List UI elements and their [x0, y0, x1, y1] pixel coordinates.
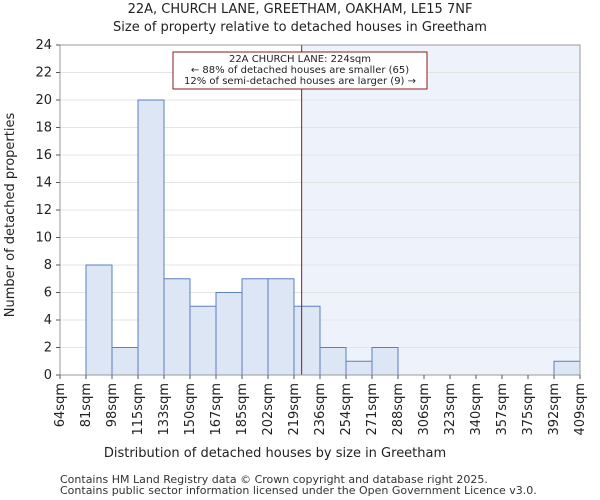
x-axis-label: Distribution of detached houses by size …: [104, 446, 446, 461]
annotation-line-2: ← 88% of detached houses are smaller (65…: [191, 65, 409, 76]
x-tick-label: 81sqm: [79, 383, 94, 427]
bar-202sqm: [267, 278, 295, 376]
y-tick-label: 0: [44, 368, 52, 383]
y-axis-label: Number of detached properties: [3, 113, 18, 318]
y-tick-label: 4: [44, 313, 52, 328]
bar-271sqm: [371, 347, 399, 376]
chart-title: 22A, CHURCH LANE, GREETHAM, OAKHAM, LE15…: [128, 2, 473, 17]
bar-150sqm: [189, 305, 217, 376]
x-tick-label: 167sqm: [209, 383, 224, 436]
bar-254sqm: [345, 360, 373, 376]
footer-licence: Contains public sector information licen…: [60, 484, 537, 497]
y-tick-label: 20: [35, 93, 52, 108]
annotation-box: 22A CHURCH LANE: 224sqm ← 88% of detache…: [172, 51, 428, 90]
x-tick-label: 340sqm: [469, 383, 484, 436]
bar-115sqm: [137, 99, 165, 376]
y-tick-label: 14: [35, 176, 52, 191]
x-tick-label: 271sqm: [365, 383, 380, 436]
x-tick-label: 288sqm: [391, 383, 406, 436]
x-tick-label: 202sqm: [261, 383, 276, 436]
plot-area: [59, 44, 581, 376]
bar-219sqm: [293, 305, 321, 376]
x-tick-label: 409sqm: [573, 383, 588, 436]
y-tick-label: 16: [35, 148, 52, 163]
y-tick-label: 10: [35, 231, 52, 246]
y-tick-label: 8: [44, 258, 52, 273]
bar-185sqm: [241, 278, 269, 376]
y-tick-label: 12: [35, 203, 52, 218]
x-tick-label: 150sqm: [183, 383, 198, 436]
bar-98sqm: [111, 347, 139, 376]
x-axis-ticks: 64sqm 81sqm 98sqm 115sqm 133sqm 150sqm 167sqm 1…: [53, 375, 588, 436]
x-tick-label: 392sqm: [547, 383, 562, 436]
x-tick-label: 375sqm: [521, 383, 536, 436]
x-tick-label: 185sqm: [235, 383, 250, 436]
x-tick-label: 357sqm: [495, 383, 510, 436]
x-tick-label: 98sqm: [105, 383, 120, 427]
annotation-line-3: 12% of semi-detached houses are larger (…: [184, 76, 416, 87]
bar-133sqm: [163, 278, 191, 376]
x-tick-label: 219sqm: [287, 383, 302, 436]
y-tick-label: 24: [35, 38, 52, 53]
chart-subtitle: Size of property relative to detached ho…: [113, 20, 487, 35]
annotation-line-1: 22A CHURCH LANE: 224sqm: [229, 54, 371, 65]
annotation-border: [172, 51, 428, 90]
x-tick-label: 254sqm: [339, 383, 354, 436]
x-tick-label: 133sqm: [157, 383, 172, 436]
x-tick-label: 236sqm: [313, 383, 328, 436]
bar-167sqm: [215, 292, 243, 376]
bar-81sqm: [85, 264, 113, 376]
footer-copyright: Contains HM Land Registry data © Crown c…: [60, 473, 488, 486]
bar-236sqm: [319, 347, 347, 376]
x-tick-label: 323sqm: [443, 383, 458, 436]
x-tick-label: 64sqm: [53, 383, 68, 427]
x-tick-label: 115sqm: [131, 383, 146, 436]
x-tick-label: 306sqm: [417, 383, 432, 436]
y-tick-label: 18: [35, 121, 52, 136]
y-tick-label: 22: [35, 66, 52, 81]
y-tick-label: 6: [44, 286, 52, 301]
bars: [85, 99, 581, 376]
y-tick-label: 2: [44, 341, 52, 356]
bar-392sqm: [553, 360, 581, 376]
